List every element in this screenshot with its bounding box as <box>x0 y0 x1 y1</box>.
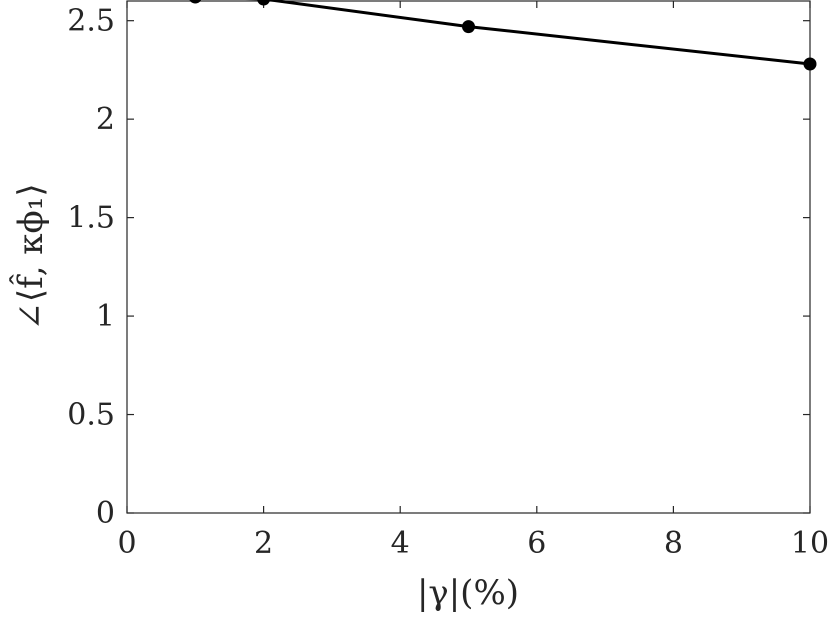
plot-frame <box>126 0 811 514</box>
x-tick-label: 8 <box>664 526 683 561</box>
data-point <box>462 20 475 34</box>
x-axis-ticks: 0 2 4 6 8 10 <box>117 1 829 561</box>
data-point <box>803 57 817 71</box>
x-tick-label: 6 <box>527 526 546 561</box>
y-tick-label: 2 <box>96 102 115 137</box>
y-tick-label: 1.5 <box>67 201 115 236</box>
y-tick-label: 0 <box>96 496 115 531</box>
y-axis-label: ∠⟨f̂, κϕ₁⟩ <box>9 183 51 330</box>
y-axis-ticks: 0 0.5 1 1.5 2 2.5 <box>67 4 810 531</box>
x-tick-label: 2 <box>254 526 273 561</box>
y-tick-label: 2.5 <box>67 4 115 39</box>
y-tick-label: 1 <box>96 299 115 334</box>
series-layer <box>189 0 817 71</box>
x-tick-label: 10 <box>791 526 829 561</box>
x-tick-label: 0 <box>117 526 136 561</box>
data-point <box>257 0 271 6</box>
axes-box <box>126 0 811 514</box>
x-axis-label: |γ|(%) <box>417 573 519 613</box>
x-tick-label: 4 <box>391 526 410 561</box>
data-point <box>189 0 202 4</box>
y-tick-label: 0.5 <box>67 398 115 433</box>
series-line <box>245 0 811 66</box>
